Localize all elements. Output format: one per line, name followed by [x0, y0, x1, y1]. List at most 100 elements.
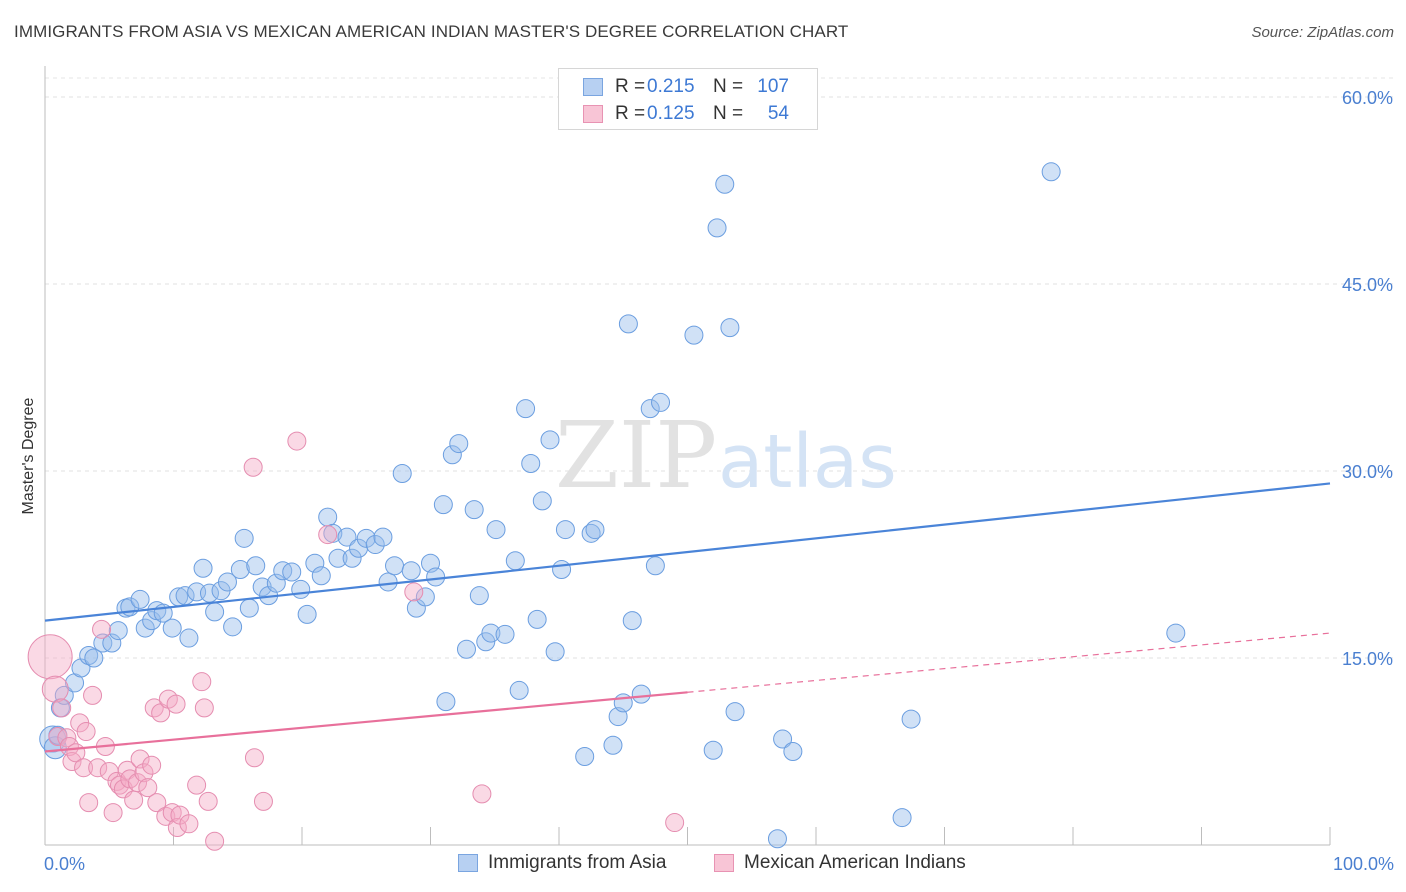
- point-immigrants-from-asia[interactable]: [43, 736, 67, 760]
- point-immigrants-from-asia[interactable]: [575, 746, 595, 766]
- point-immigrants-from-asia[interactable]: [684, 325, 704, 345]
- point-immigrants-from-asia[interactable]: [179, 628, 199, 648]
- point-immigrants-from-asia[interactable]: [297, 604, 317, 624]
- point-immigrants-from-asia[interactable]: [328, 548, 348, 568]
- point-immigrants-from-asia[interactable]: [469, 586, 489, 606]
- point-immigrants-from-asia[interactable]: [540, 430, 560, 450]
- point-immigrants-from-asia[interactable]: [509, 680, 529, 700]
- legend-item-mexican-american-indians[interactable]: Mexican American Indians: [714, 852, 966, 874]
- point-immigrants-from-asia[interactable]: [481, 623, 501, 643]
- point-mexican-american-indians[interactable]: [76, 722, 96, 742]
- point-mexican-american-indians[interactable]: [472, 784, 492, 804]
- point-immigrants-from-asia[interactable]: [230, 559, 250, 579]
- point-immigrants-from-asia[interactable]: [205, 602, 225, 622]
- point-mexican-american-indians[interactable]: [92, 619, 112, 639]
- point-immigrants-from-asia[interactable]: [426, 567, 446, 587]
- point-immigrants-from-asia[interactable]: [342, 548, 362, 568]
- legend-item-immigrants-from-asia[interactable]: Immigrants from Asia: [458, 852, 666, 874]
- point-mexican-american-indians[interactable]: [243, 457, 263, 477]
- point-mexican-american-indians[interactable]: [205, 831, 225, 851]
- point-mexican-american-indians[interactable]: [179, 814, 199, 834]
- point-mexican-american-indians[interactable]: [88, 758, 108, 778]
- point-immigrants-from-asia[interactable]: [162, 618, 182, 638]
- point-mexican-american-indians[interactable]: [187, 775, 207, 795]
- point-immigrants-from-asia[interactable]: [703, 740, 723, 760]
- point-immigrants-from-asia[interactable]: [581, 523, 601, 543]
- point-immigrants-from-asia[interactable]: [401, 561, 421, 581]
- point-immigrants-from-asia[interactable]: [311, 566, 331, 586]
- point-immigrants-from-asia[interactable]: [102, 633, 122, 653]
- point-immigrants-from-asia[interactable]: [291, 579, 311, 599]
- point-immigrants-from-asia[interactable]: [318, 507, 338, 527]
- point-immigrants-from-asia[interactable]: [725, 702, 745, 722]
- point-mexican-american-indians[interactable]: [404, 582, 424, 602]
- point-mexican-american-indians[interactable]: [192, 672, 212, 692]
- point-immigrants-from-asia[interactable]: [239, 598, 259, 618]
- point-immigrants-from-asia[interactable]: [193, 558, 213, 578]
- point-immigrants-from-asia[interactable]: [365, 535, 385, 555]
- point-immigrants-from-asia[interactable]: [464, 500, 484, 520]
- point-immigrants-from-asia[interactable]: [532, 491, 552, 511]
- point-immigrants-from-asia[interactable]: [282, 562, 302, 582]
- point-immigrants-from-asia[interactable]: [449, 434, 469, 454]
- point-immigrants-from-asia[interactable]: [79, 646, 99, 666]
- point-immigrants-from-asia[interactable]: [130, 589, 150, 609]
- point-immigrants-from-asia[interactable]: [305, 553, 325, 573]
- point-immigrants-from-asia[interactable]: [651, 392, 671, 412]
- point-mexican-american-indians[interactable]: [147, 793, 167, 813]
- point-immigrants-from-asia[interactable]: [715, 174, 735, 194]
- point-mexican-american-indians[interactable]: [665, 813, 685, 833]
- point-mexican-american-indians[interactable]: [128, 773, 148, 793]
- point-immigrants-from-asia[interactable]: [1041, 162, 1061, 182]
- point-mexican-american-indians[interactable]: [27, 634, 73, 680]
- point-immigrants-from-asia[interactable]: [645, 556, 665, 576]
- point-mexican-american-indians[interactable]: [124, 790, 144, 810]
- point-mexican-american-indians[interactable]: [162, 803, 182, 823]
- point-immigrants-from-asia[interactable]: [767, 829, 787, 849]
- point-mexican-american-indians[interactable]: [287, 431, 307, 451]
- point-immigrants-from-asia[interactable]: [456, 639, 476, 659]
- point-immigrants-from-asia[interactable]: [622, 611, 642, 631]
- point-immigrants-from-asia[interactable]: [223, 617, 243, 637]
- point-mexican-american-indians[interactable]: [253, 791, 273, 811]
- point-immigrants-from-asia[interactable]: [495, 624, 515, 644]
- point-immigrants-from-asia[interactable]: [486, 520, 506, 540]
- point-mexican-american-indians[interactable]: [74, 758, 94, 778]
- point-immigrants-from-asia[interactable]: [521, 454, 541, 474]
- point-mexican-american-indians[interactable]: [198, 791, 218, 811]
- point-mexican-american-indians[interactable]: [138, 778, 158, 798]
- point-immigrants-from-asia[interactable]: [618, 314, 638, 334]
- point-immigrants-from-asia[interactable]: [217, 572, 237, 592]
- point-immigrants-from-asia[interactable]: [442, 445, 462, 465]
- point-immigrants-from-asia[interactable]: [246, 556, 266, 576]
- point-immigrants-from-asia[interactable]: [266, 573, 286, 593]
- point-immigrants-from-asia[interactable]: [135, 618, 155, 638]
- point-mexican-american-indians[interactable]: [194, 698, 214, 718]
- point-immigrants-from-asia[interactable]: [603, 735, 623, 755]
- point-immigrants-from-asia[interactable]: [552, 559, 572, 579]
- point-immigrants-from-asia[interactable]: [720, 318, 740, 338]
- point-mexican-american-indians[interactable]: [103, 803, 123, 823]
- point-immigrants-from-asia[interactable]: [234, 528, 254, 548]
- point-immigrants-from-asia[interactable]: [378, 572, 398, 592]
- point-immigrants-from-asia[interactable]: [773, 729, 793, 749]
- point-immigrants-from-asia[interactable]: [545, 642, 565, 662]
- point-immigrants-from-asia[interactable]: [516, 399, 536, 419]
- point-immigrants-from-asia[interactable]: [631, 684, 651, 704]
- point-mexican-american-indians[interactable]: [83, 685, 103, 705]
- point-immigrants-from-asia[interactable]: [476, 632, 496, 652]
- point-immigrants-from-asia[interactable]: [527, 609, 547, 629]
- point-mexican-american-indians[interactable]: [166, 694, 186, 714]
- point-mexican-american-indians[interactable]: [156, 806, 176, 826]
- point-immigrants-from-asia[interactable]: [385, 556, 405, 576]
- point-mexican-american-indians[interactable]: [134, 763, 154, 783]
- point-immigrants-from-asia[interactable]: [505, 551, 525, 571]
- point-mexican-american-indians[interactable]: [52, 698, 72, 718]
- point-immigrants-from-asia[interactable]: [142, 611, 162, 631]
- point-mexican-american-indians[interactable]: [167, 818, 187, 838]
- point-mexican-american-indians[interactable]: [41, 675, 69, 703]
- point-immigrants-from-asia[interactable]: [707, 218, 727, 238]
- point-mexican-american-indians[interactable]: [244, 748, 264, 768]
- point-mexican-american-indians[interactable]: [79, 793, 99, 813]
- point-immigrants-from-asia[interactable]: [892, 808, 912, 828]
